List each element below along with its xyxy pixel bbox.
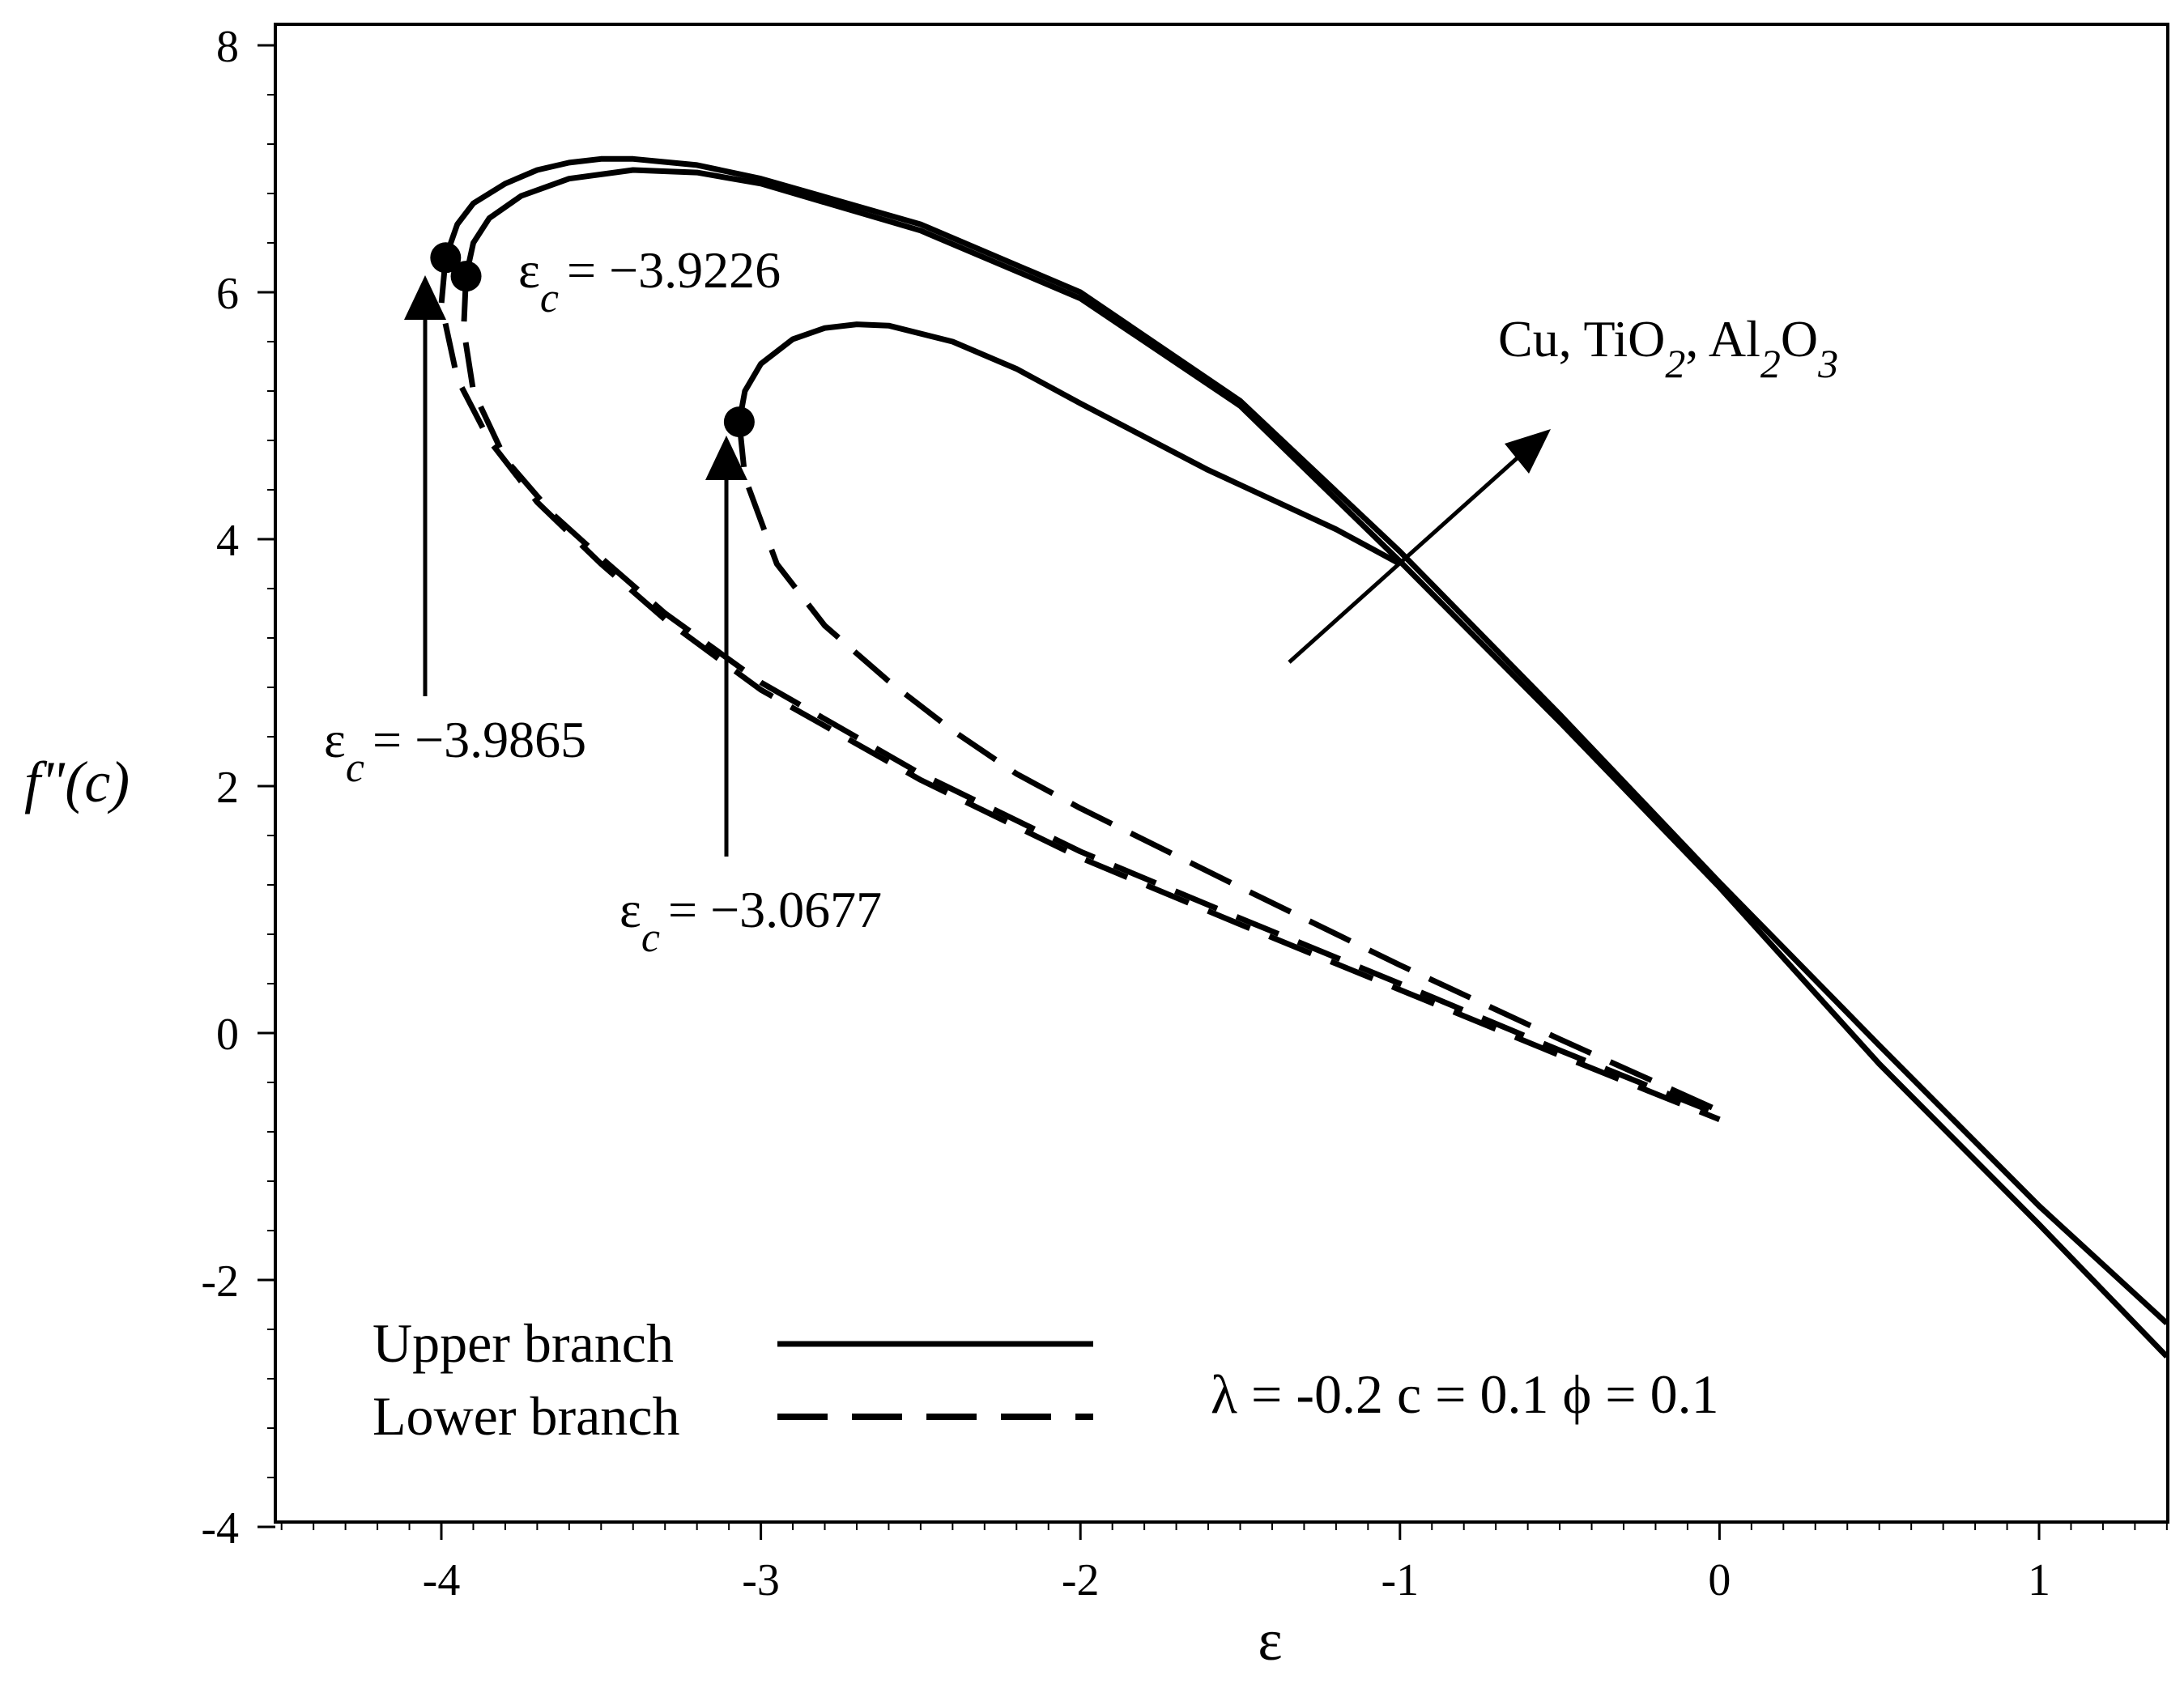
series-group bbox=[438, 155, 2169, 1359]
label-critical-3-0677: εc = −3.0677 bbox=[619, 881, 882, 961]
x-tick-label: -2 bbox=[1062, 1555, 1100, 1605]
upper-branch-line bbox=[442, 155, 2169, 1325]
plot-frame bbox=[274, 23, 2169, 1524]
critical-point-marker bbox=[450, 261, 482, 292]
lower-branch-line bbox=[461, 276, 1721, 1117]
x-axis-title: ε bbox=[1258, 1608, 1282, 1673]
annotations-group: εc = −3.9865 εc = −3.9226 εc = −3.0677 Cu, TiO… bbox=[324, 241, 1838, 961]
y-tick-label: -4 bbox=[201, 1503, 239, 1554]
x-tick-label: -4 bbox=[423, 1555, 461, 1605]
y-tick-label: 8 bbox=[216, 22, 239, 72]
y-tick-label: 6 bbox=[216, 269, 239, 319]
lower-branch-line bbox=[438, 257, 1721, 1123]
critical-points-group bbox=[430, 242, 755, 438]
arrow-materials-shaft bbox=[1288, 452, 1524, 664]
arrow-critical-2-head bbox=[705, 436, 747, 480]
legend-label-solid: Upper branch bbox=[373, 1312, 674, 1374]
parameters-text: λ = -0.2 c = 0.1 ϕ = 0.1 bbox=[1211, 1363, 1719, 1425]
label-critical-3-9226: εc = −3.9226 bbox=[518, 241, 781, 321]
x-tick-label: 0 bbox=[1708, 1555, 1731, 1605]
x-tick-label: 1 bbox=[2028, 1555, 2050, 1605]
label-critical-3-9865: εc = −3.9865 bbox=[324, 711, 586, 791]
axes: -4 -3 -2 -1 0 1 -4 -2 0 2 4 6 8 ε f"(c) bbox=[24, 22, 2169, 1673]
y-axis-title: f"(c) bbox=[24, 750, 130, 814]
legend: Upper branch Lower branch λ = -0.2 c = 0.1… bbox=[373, 1312, 1719, 1447]
y-tick-label: 2 bbox=[216, 763, 239, 813]
critical-point-marker bbox=[430, 242, 462, 274]
lower-branch-line bbox=[736, 421, 1721, 1114]
legend-label-dashed: Lower branch bbox=[373, 1385, 679, 1447]
y-tick-label: -2 bbox=[201, 1256, 239, 1307]
x-tick-label: -3 bbox=[742, 1555, 780, 1605]
upper-branch-line bbox=[463, 167, 2169, 1359]
y-tick-label: 0 bbox=[216, 1010, 239, 1060]
arrow-critical-1-head bbox=[404, 275, 446, 320]
upper-branch-line bbox=[736, 321, 1402, 567]
critical-point-marker bbox=[723, 406, 755, 438]
label-materials: Cu, TiO2, Al2O3 bbox=[1498, 310, 1838, 386]
y-tick-label: 4 bbox=[216, 516, 239, 566]
arrow-materials-head bbox=[1505, 429, 1551, 474]
x-tick-label: -1 bbox=[1381, 1555, 1419, 1605]
